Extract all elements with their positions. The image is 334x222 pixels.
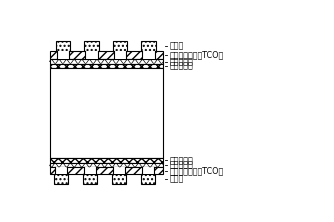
- Text: 本征非晶硒: 本征非晶硒: [170, 156, 194, 165]
- Bar: [141, 174, 155, 184]
- Bar: [49, 167, 163, 174]
- Bar: [49, 59, 163, 64]
- Bar: [141, 41, 156, 51]
- Bar: [142, 51, 155, 59]
- Bar: [49, 51, 163, 59]
- Bar: [56, 41, 70, 51]
- Bar: [112, 174, 126, 184]
- Bar: [86, 51, 98, 59]
- Bar: [113, 41, 127, 51]
- Bar: [113, 167, 125, 174]
- Bar: [142, 167, 154, 174]
- Bar: [55, 167, 67, 174]
- Bar: [49, 64, 163, 68]
- Text: 本征非晶硒: 本征非晶硒: [170, 62, 194, 71]
- Bar: [49, 158, 163, 163]
- Bar: [85, 41, 99, 51]
- Text: 透明导电薄膜（TCO）: 透明导电薄膜（TCO）: [170, 166, 224, 175]
- Text: 主栅线: 主栅线: [170, 175, 184, 184]
- Bar: [49, 68, 163, 158]
- Bar: [49, 163, 163, 167]
- Bar: [82, 174, 97, 184]
- Bar: [57, 51, 69, 59]
- Bar: [114, 51, 126, 59]
- Text: 主栅线: 主栅线: [170, 41, 184, 50]
- Text: 掺杂非晶硒: 掺杂非晶硒: [170, 161, 194, 170]
- Bar: [54, 174, 68, 184]
- Text: 透明导电薄膜（TCO）: 透明导电薄膜（TCO）: [170, 51, 224, 59]
- Bar: [84, 167, 96, 174]
- Text: 掺杂非晶硒: 掺杂非晶硒: [170, 57, 194, 66]
